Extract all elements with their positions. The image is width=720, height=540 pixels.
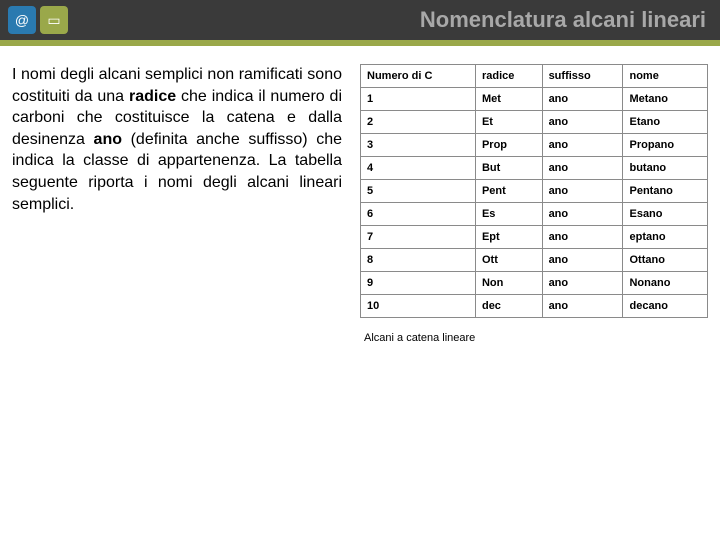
table-cell: 4	[361, 157, 476, 180]
table-caption: Alcani a catena lineare	[360, 332, 708, 344]
table-header-row: Numero di C radice suffisso nome	[361, 65, 708, 88]
table-cell: Es	[475, 203, 542, 226]
table-cell: ano	[542, 226, 623, 249]
table-cell: Ept	[475, 226, 542, 249]
table-cell: butano	[623, 157, 708, 180]
table-row: 7Eptanoeptano	[361, 226, 708, 249]
table-cell: Et	[475, 111, 542, 134]
table-cell: eptano	[623, 226, 708, 249]
table-row: 9NonanoNonano	[361, 272, 708, 295]
table-cell: 3	[361, 134, 476, 157]
table-cell: Metano	[623, 88, 708, 111]
table-cell: Esano	[623, 203, 708, 226]
table-cell: ano	[542, 272, 623, 295]
table-row: 1MetanoMetano	[361, 88, 708, 111]
para-bold-radice: radice	[129, 88, 176, 105]
page-title: Nomenclatura alcani lineari	[68, 7, 712, 33]
table-cell: 6	[361, 203, 476, 226]
table-row: 6EsanoEsano	[361, 203, 708, 226]
para-bold-ano: ano	[94, 131, 122, 148]
table-cell: Ottano	[623, 249, 708, 272]
table-row: 4Butanobutano	[361, 157, 708, 180]
table-cell: ano	[542, 157, 623, 180]
table-cell: Prop	[475, 134, 542, 157]
table-row: 3PropanoPropano	[361, 134, 708, 157]
table-cell: dec	[475, 295, 542, 318]
table-cell: Nonano	[623, 272, 708, 295]
table-cell: Propano	[623, 134, 708, 157]
table-row: 10decanodecano	[361, 295, 708, 318]
table-body: 1MetanoMetano2EtanoEtano3PropanoPropano4…	[361, 88, 708, 318]
table-row: 5PentanoPentano	[361, 180, 708, 203]
table-cell: Etano	[623, 111, 708, 134]
col-radice: radice	[475, 65, 542, 88]
table-cell: 10	[361, 295, 476, 318]
table-row: 8OttanoOttano	[361, 249, 708, 272]
table-cell: ano	[542, 180, 623, 203]
table-cell: 8	[361, 249, 476, 272]
table-cell: ano	[542, 88, 623, 111]
table-cell: decano	[623, 295, 708, 318]
table-cell: ano	[542, 249, 623, 272]
table-cell: 1	[361, 88, 476, 111]
table-cell: Pentano	[623, 180, 708, 203]
header-icons: @ ▭	[8, 6, 68, 34]
table-cell: 5	[361, 180, 476, 203]
table-cell: ano	[542, 134, 623, 157]
alkanes-table: Numero di C radice suffisso nome 1Metano…	[360, 64, 708, 318]
table-cell: But	[475, 157, 542, 180]
content-area: I nomi degli alcani semplici non ramific…	[0, 46, 720, 356]
table-column: Numero di C radice suffisso nome 1Metano…	[360, 64, 708, 344]
description-paragraph: I nomi degli alcani semplici non ramific…	[12, 64, 342, 215]
table-cell: Ott	[475, 249, 542, 272]
at-icon: @	[8, 6, 36, 34]
table-cell: 2	[361, 111, 476, 134]
table-cell: Pent	[475, 180, 542, 203]
header-bar: @ ▭ Nomenclatura alcani lineari	[0, 0, 720, 40]
table-cell: Non	[475, 272, 542, 295]
table-cell: ano	[542, 295, 623, 318]
sheet-icon: ▭	[40, 6, 68, 34]
table-cell: ano	[542, 111, 623, 134]
table-cell: ano	[542, 203, 623, 226]
table-row: 2EtanoEtano	[361, 111, 708, 134]
col-numero: Numero di C	[361, 65, 476, 88]
table-cell: 7	[361, 226, 476, 249]
col-nome: nome	[623, 65, 708, 88]
table-cell: Met	[475, 88, 542, 111]
description-column: I nomi degli alcani semplici non ramific…	[12, 64, 342, 344]
col-suffisso: suffisso	[542, 65, 623, 88]
table-cell: 9	[361, 272, 476, 295]
